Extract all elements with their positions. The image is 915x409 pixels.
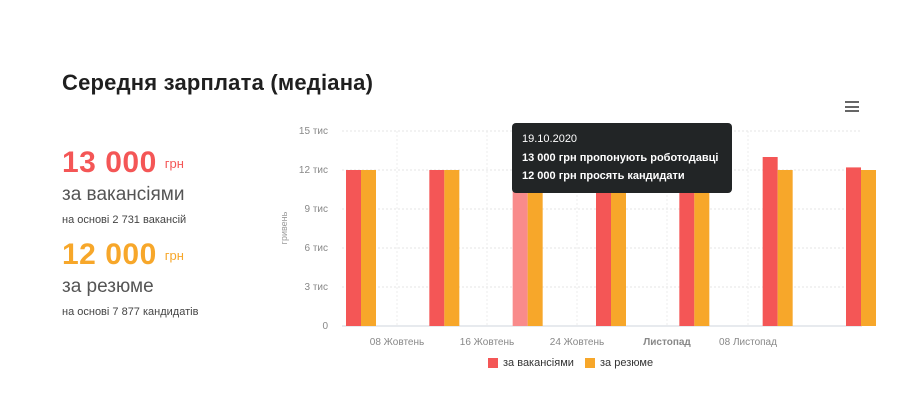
vacancies-label: за вакансіями (62, 184, 185, 205)
bar-vacancies[interactable] (346, 170, 361, 326)
legend-label-resumes: за резюме (600, 357, 654, 369)
bar-vacancies[interactable] (762, 157, 778, 326)
tooltip-vacancies-line: 13 000 грн пропонують роботодавці (522, 152, 719, 164)
bar-resumes[interactable] (361, 170, 376, 326)
bar-resumes[interactable] (777, 170, 793, 326)
tooltip-date: 19.10.2020 (522, 133, 578, 145)
x-tick-label: 24 Жовтень (550, 337, 604, 348)
legend-label-vacancies: за вакансіями (503, 357, 574, 369)
y-tick-label: 0 (322, 321, 328, 332)
tooltip-resumes-line: 12 000 грн просять кандидати (522, 170, 685, 182)
x-tick-label: 08 Листопад (719, 337, 777, 348)
y-tick-label: 12 тис (299, 165, 328, 176)
bar-vacancies[interactable] (846, 167, 861, 326)
bar-vacancies[interactable] (596, 170, 611, 326)
y-tick-label: 9 тис (304, 204, 328, 215)
resumes-note: на основі 7 877 кандидатів (62, 306, 199, 318)
page-title: Середня зарплата (медіана) (62, 70, 374, 95)
bar-vacancies[interactable] (429, 170, 445, 326)
y-tick-label: 6 тис (304, 243, 328, 254)
vacancies-salary: 13 000 грн (62, 146, 186, 180)
bar-vacancies[interactable] (512, 157, 528, 326)
y-axis-label: гривень (279, 211, 289, 244)
chart-tooltip: 19.10.2020 13 000 грн пропонують роботод… (512, 123, 732, 193)
y-tick-label: 3 тис (304, 282, 328, 293)
resumes-stat: 12 000 грн за резюме на основі 7 877 канд… (62, 238, 198, 318)
bar-resumes[interactable] (444, 170, 460, 326)
vacancies-salary-value: 13 000 (62, 146, 157, 179)
x-tick-label: 16 Жовтень (460, 337, 514, 348)
resumes-salary-unit: грн (164, 248, 184, 263)
legend-item-resumes[interactable]: за резюме (585, 357, 653, 369)
resumes-label: за резюме (62, 276, 154, 297)
resumes-salary-value: 12 000 (62, 238, 157, 271)
bar-resumes[interactable] (694, 170, 710, 326)
bar-resumes[interactable] (527, 170, 543, 326)
hamburger-menu-icon[interactable] (845, 101, 859, 113)
vacancies-salary-unit: грн (164, 156, 184, 171)
vacancies-stat: 13 000 грн за вакансіями на основі 2 731 … (62, 146, 186, 226)
legend-item-vacancies[interactable]: за вакансіями (488, 357, 574, 369)
vacancies-note: на основі 2 731 вакансій (62, 214, 187, 226)
legend-swatch-resumes (585, 358, 595, 368)
legend-swatch-vacancies (488, 358, 498, 368)
bar-resumes[interactable] (861, 170, 876, 326)
y-tick-label: 15 тис (299, 126, 328, 137)
x-tick-label: Листопад (643, 337, 691, 348)
bar-vacancies[interactable] (679, 170, 695, 326)
bar-resumes[interactable] (611, 170, 626, 326)
x-tick-label: 08 Жовтень (370, 337, 424, 348)
resumes-salary: 12 000 грн (62, 238, 198, 272)
